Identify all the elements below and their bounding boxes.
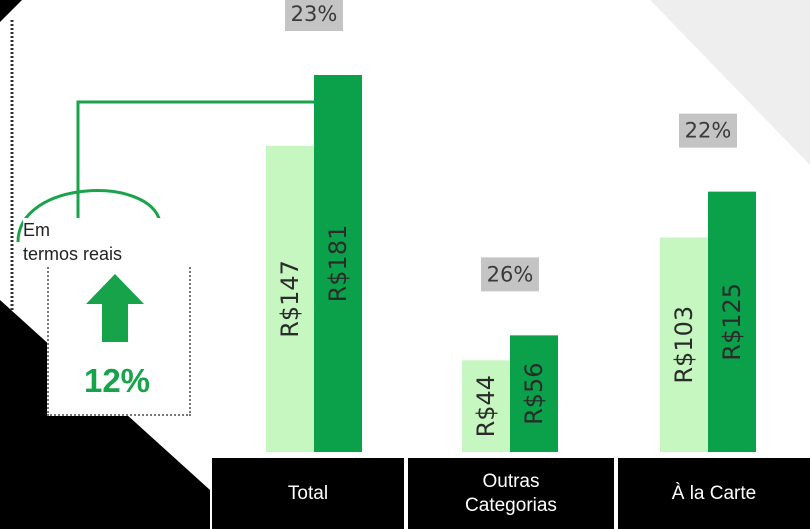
real-terms-growth-value: 12% xyxy=(83,362,151,399)
bar-value-label-series-2-cat-2: R$56 xyxy=(520,362,548,424)
arrow-up-icon xyxy=(86,274,144,342)
bar-value-label-series-1-cat-2: R$44 xyxy=(472,375,500,437)
corner-shape-top-right xyxy=(650,0,810,165)
callout-label-line-1: Em xyxy=(23,220,50,240)
growth-label-box-cat-2 xyxy=(481,257,539,292)
growth-label-box-cat-3 xyxy=(679,113,737,148)
category-label-total: Total xyxy=(212,458,404,529)
bar-value-label-series-1-cat-1: R$147 xyxy=(276,260,304,338)
bar-series-1-cat-3 xyxy=(660,237,708,452)
bar-series-2-cat-3 xyxy=(708,191,756,453)
bar-value-label-series-1-cat-3: R$103 xyxy=(670,306,698,384)
bar-series-1-cat-1 xyxy=(266,145,314,452)
growth-label-cat-1: 23% xyxy=(291,2,338,26)
bar-value-label-series-2-cat-1: R$181 xyxy=(324,225,352,303)
bar-series-1-cat-2 xyxy=(462,360,510,452)
corner-shape-top-left xyxy=(0,0,22,22)
growth-label-cat-2: 26% xyxy=(487,262,534,286)
callout-connector-line xyxy=(76,100,314,232)
bar-series-2-cat-1 xyxy=(314,75,362,452)
bar-series-2-cat-2 xyxy=(510,335,558,452)
growth-label-box-cat-1 xyxy=(285,0,343,31)
callout-label-line-2: termos reais xyxy=(23,244,123,264)
category-label-outras-categorias: Outras Categorias xyxy=(408,458,614,529)
bar-value-label-series-2-cat-3: R$125 xyxy=(718,283,746,361)
category-label-a-la-carte: À la Carte xyxy=(618,458,810,529)
growth-label-cat-3: 22% xyxy=(685,119,732,143)
real-terms-label: Em termos reais xyxy=(23,218,193,266)
